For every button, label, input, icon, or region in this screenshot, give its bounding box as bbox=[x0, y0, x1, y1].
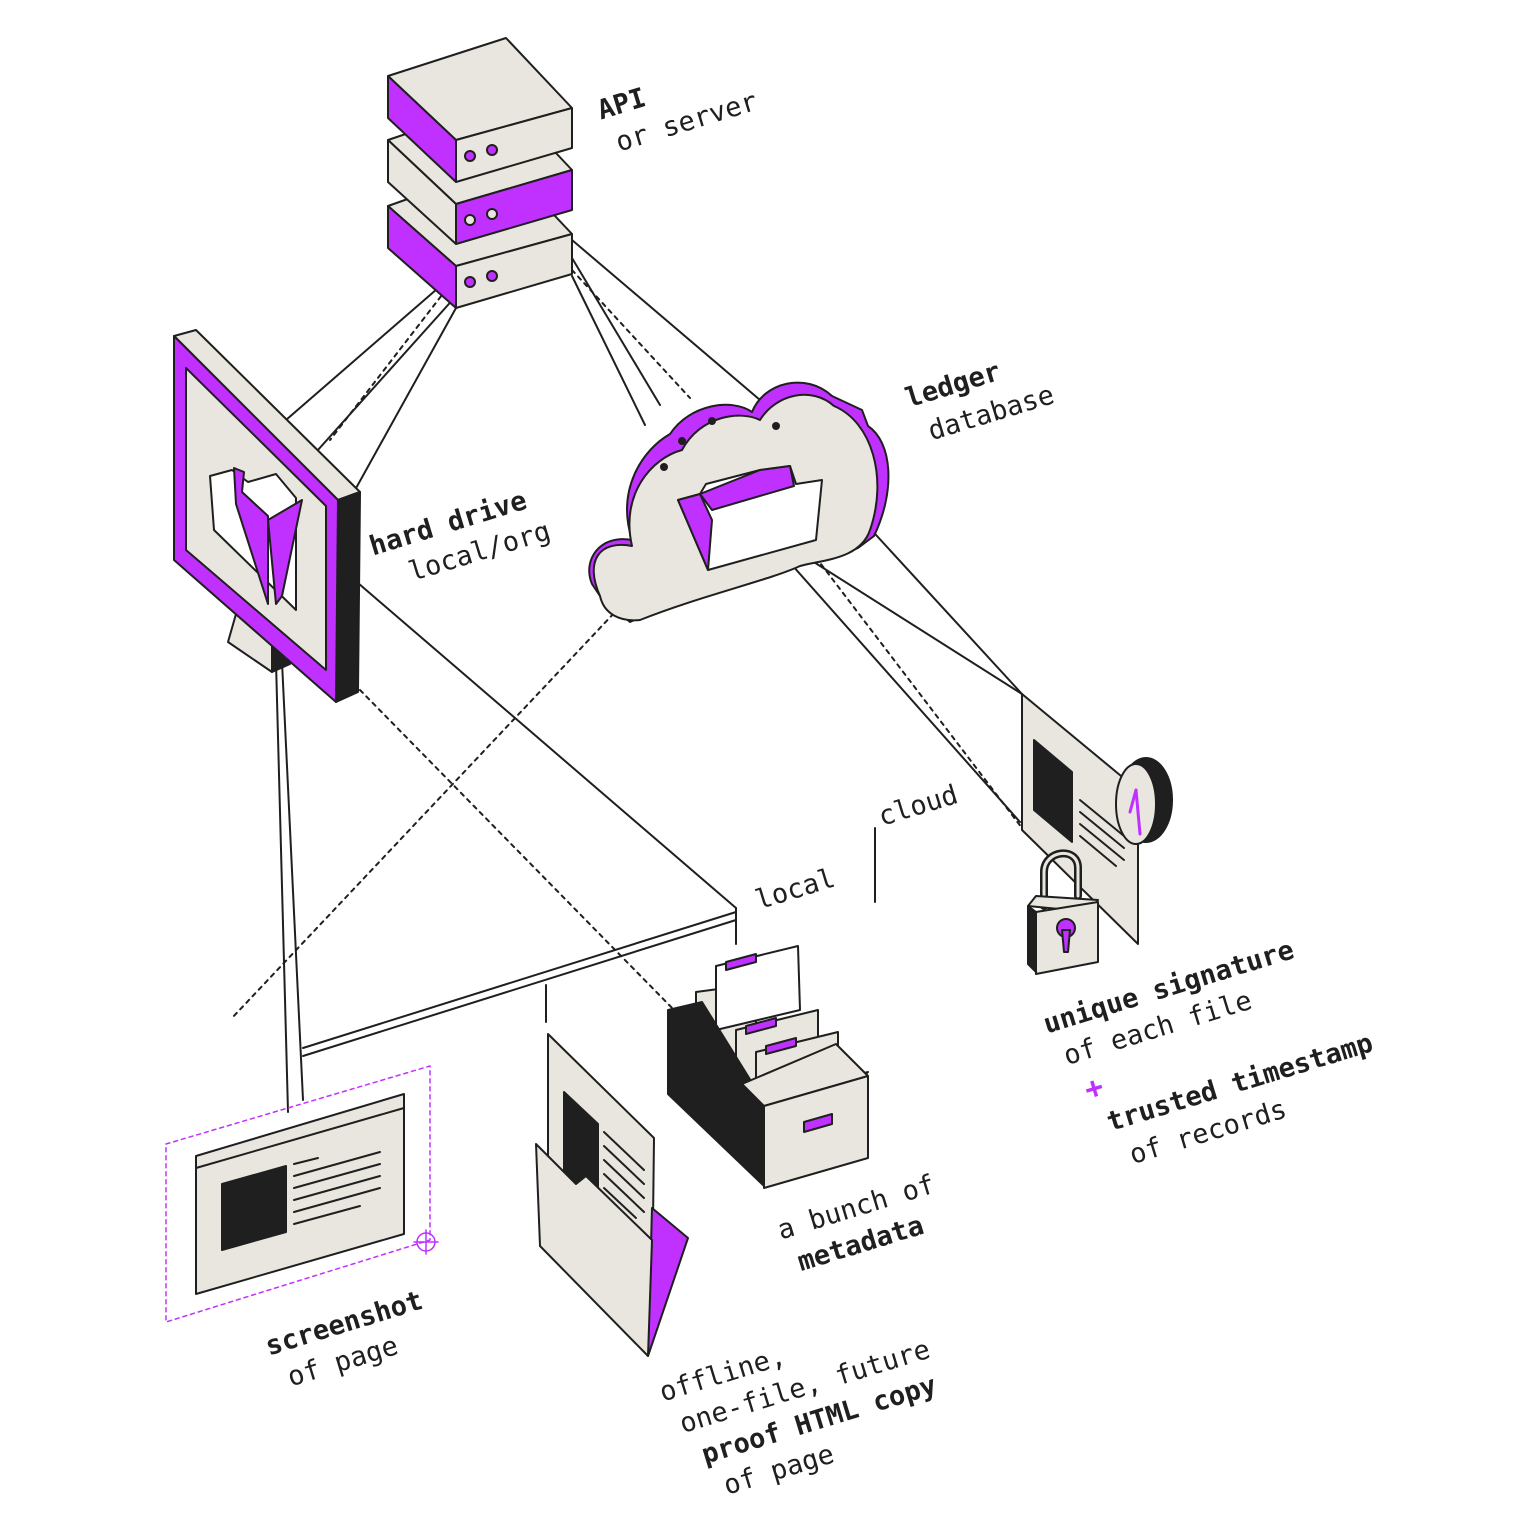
label-split: local cloud bbox=[752, 779, 962, 916]
split-local: local bbox=[752, 863, 839, 916]
server-stack-icon bbox=[387, 37, 573, 309]
cloud-icon bbox=[588, 381, 890, 623]
folder-icon bbox=[209, 467, 303, 611]
split-cloud: cloud bbox=[875, 779, 962, 832]
signature-plus: + bbox=[1080, 1069, 1108, 1108]
padlock-icon bbox=[1027, 849, 1099, 975]
label-api: API or server bbox=[594, 82, 761, 158]
open-folder-icon bbox=[535, 1033, 689, 1357]
screenshot-icon bbox=[165, 1065, 439, 1323]
clock-icon bbox=[1115, 757, 1173, 845]
label-screenshot: screenshot of page bbox=[262, 1285, 427, 1393]
label-metadata: a bunch of metadata bbox=[774, 1169, 939, 1278]
label-ledger: ledger database bbox=[902, 356, 1058, 447]
folder-icon bbox=[677, 465, 823, 571]
label-html-copy: offline, one-file, future proof HTML cop… bbox=[656, 1334, 940, 1502]
label-hard-drive: hard drive local/org bbox=[366, 485, 554, 588]
file-box-icon bbox=[667, 945, 869, 1189]
monitor-icon bbox=[173, 329, 361, 703]
document-icon bbox=[1021, 693, 1139, 945]
